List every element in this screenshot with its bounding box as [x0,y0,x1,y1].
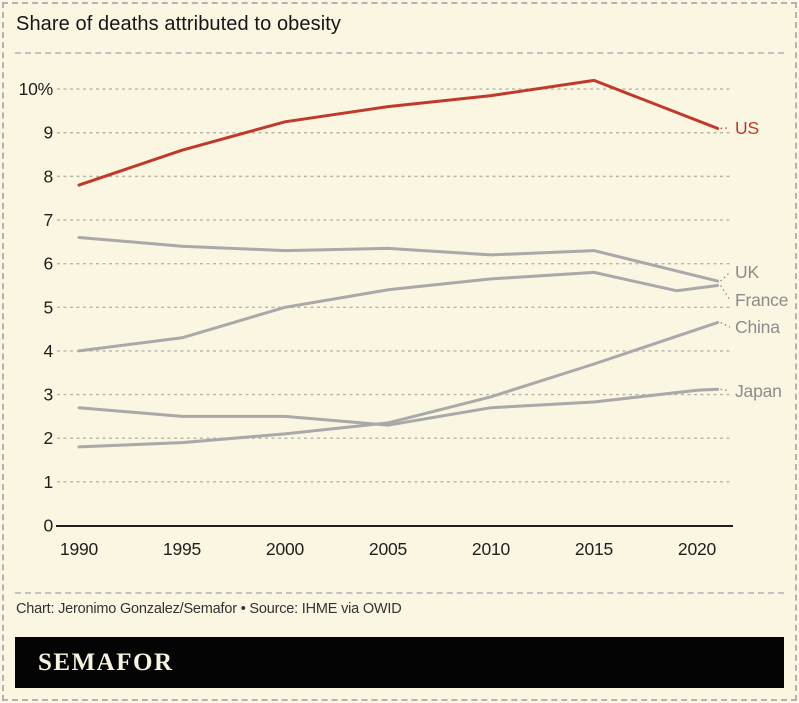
chart-title: Share of deaths attributed to obesity [16,13,342,35]
y-tick-label-5: 5 [43,297,53,317]
us-label-leader [720,127,731,130]
china-label-leader [720,321,731,328]
uk-label-leader [720,271,731,282]
x-tick-label-2005: 2005 [369,539,407,559]
obesity-deaths-line-chart: 0 1 2 3 4 5 6 7 8 9 10% 1990 1995 2000 2005 2010 2015 202… [19,78,788,559]
y-tick-label-10: 10% [19,79,53,99]
y-tick-label-0: 0 [43,516,53,536]
y-tick-label-6: 6 [43,254,53,274]
y-tick-label-4: 4 [43,341,53,361]
x-tick-label-2015: 2015 [575,539,613,559]
y-tick-label-8: 8 [43,166,53,186]
france-line [77,270,720,353]
y-tick-label-2: 2 [43,428,53,448]
x-tick-label-2020: 2020 [678,539,717,559]
title-separator [15,52,784,54]
semafor-logo-bar: SEMAFOR [15,637,784,688]
uk-series-label: UK [735,262,759,282]
france-series-label: France [735,290,788,310]
uk-line [77,236,720,283]
x-tick-label-1990: 1990 [60,539,99,559]
footer-separator [15,592,784,594]
y-tick-label-3: 3 [43,385,53,405]
china-line [77,321,720,449]
x-tick-label-2010: 2010 [472,539,511,559]
us-line [77,78,720,187]
china-series-label: China [735,317,780,337]
chart-credit: Chart: Jeronimo Gonzalez/Semafor • Sourc… [16,601,402,617]
japan-series-label: Japan [735,381,782,401]
france-label-leader [720,285,731,301]
us-series-label: US [735,118,759,138]
y-tick-label-1: 1 [43,472,53,492]
x-tick-label-1995: 1995 [163,539,201,559]
x-tick-label-2000: 2000 [266,539,305,559]
y-tick-label-7: 7 [43,210,53,230]
japan-label-leader [720,388,731,392]
y-tick-label-9: 9 [43,123,53,143]
semafor-wordmark: SEMAFOR [38,648,174,676]
japan-line [77,387,720,427]
